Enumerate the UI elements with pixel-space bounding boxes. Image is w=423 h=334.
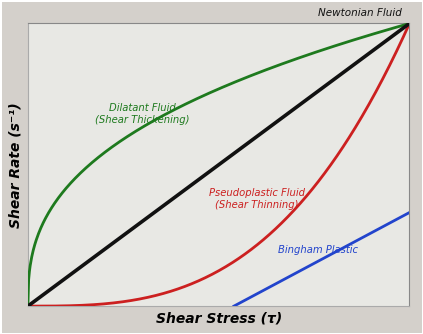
Text: Bingham Plastic: Bingham Plastic xyxy=(278,244,358,255)
Text: Dilatant Fluid
(Shear Thickening): Dilatant Fluid (Shear Thickening) xyxy=(95,103,190,125)
X-axis label: Shear Stress (τ): Shear Stress (τ) xyxy=(156,312,282,326)
Text: Newtonian Fluid: Newtonian Fluid xyxy=(318,8,402,18)
Y-axis label: Shear Rate (s⁻¹): Shear Rate (s⁻¹) xyxy=(8,102,22,228)
Text: Pseudoplastic Fluid
(Shear Thinning): Pseudoplastic Fluid (Shear Thinning) xyxy=(209,188,305,209)
